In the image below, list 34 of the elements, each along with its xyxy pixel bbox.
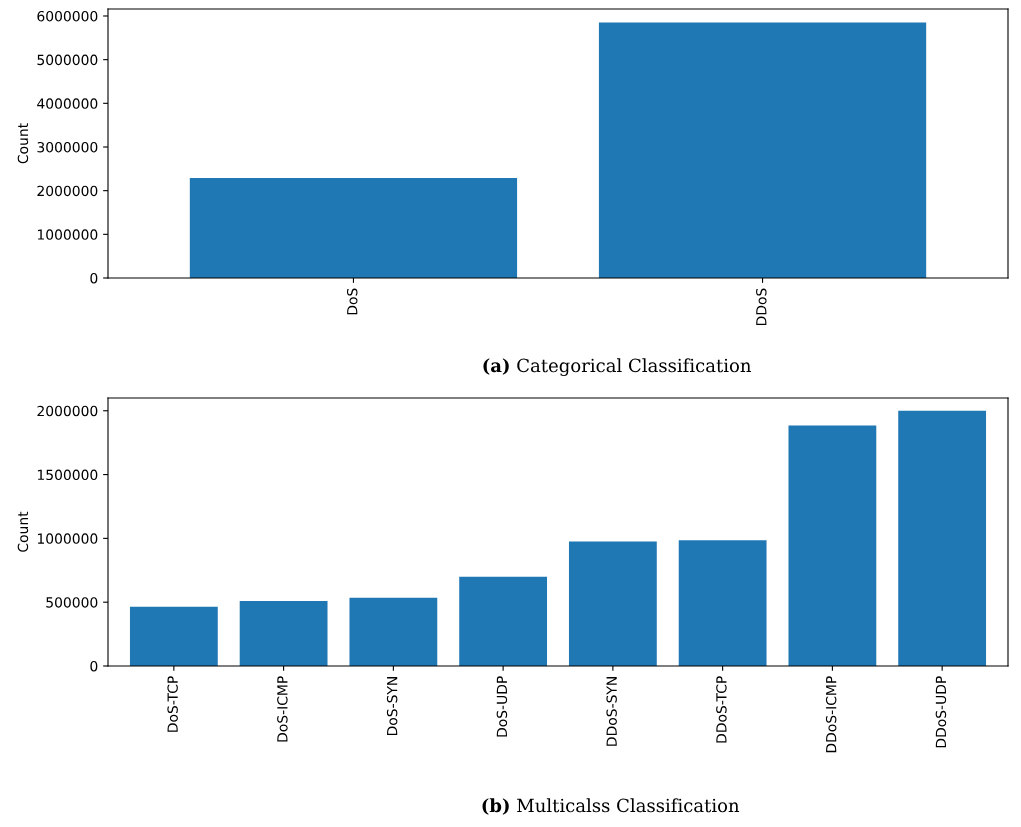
bar <box>568 541 657 666</box>
x-tick-label: DoS-TCP <box>167 676 178 732</box>
bar <box>898 410 987 666</box>
bar <box>349 597 438 666</box>
x-tick-label: DoS-ICMP <box>277 676 288 742</box>
x-tick-label: DDoS <box>756 288 767 326</box>
y-tick-label: 5000000 <box>37 54 98 66</box>
y-tick-label: 2000000 <box>37 405 98 417</box>
text: (b) Multicalss Classification <box>482 798 740 815</box>
y-tick-label: 0 <box>90 660 98 672</box>
y-axis-title: Count <box>17 123 29 164</box>
x-tick-label: DDoS-ICMP <box>825 676 837 753</box>
x-tick-label: DDoS-TCP <box>716 676 727 743</box>
bar <box>788 425 877 666</box>
y-tick-label: 6000000 <box>37 10 98 22</box>
y-tick-label: 3000000 <box>37 141 98 153</box>
y-tick-label: 2000000 <box>37 185 98 197</box>
y-tick-label: 0 <box>90 272 98 284</box>
bar <box>129 606 218 666</box>
x-tick-label: DDoS-SYN <box>606 677 617 746</box>
x-tick-label: DoS <box>346 288 358 315</box>
bar <box>459 576 548 666</box>
y-tick-label: 1500000 <box>37 469 98 481</box>
text: (a) Categorical Classification <box>483 358 752 377</box>
y-tick-label: 1000000 <box>37 229 98 240</box>
y-tick-label: 1000000 <box>37 533 98 544</box>
x-tick-label: DDoS-UDP <box>935 676 947 748</box>
y-tick-label: 4000000 <box>37 98 98 109</box>
y-axis-title: Count <box>17 511 29 552</box>
x-tick-label: DoS-SYN <box>386 677 398 736</box>
bar <box>239 600 328 666</box>
bar <box>678 540 767 666</box>
x-tick-label: DoS-UDP <box>496 676 508 737</box>
y-tick-label: 500000 <box>46 597 98 608</box>
